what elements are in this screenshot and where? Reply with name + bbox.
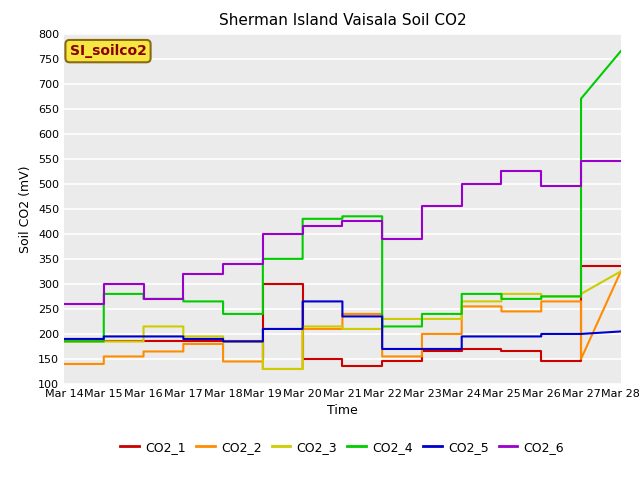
- Text: SI_soilco2: SI_soilco2: [70, 44, 147, 58]
- Legend: CO2_1, CO2_2, CO2_3, CO2_4, CO2_5, CO2_6: CO2_1, CO2_2, CO2_3, CO2_4, CO2_5, CO2_6: [115, 436, 570, 459]
- Y-axis label: Soil CO2 (mV): Soil CO2 (mV): [19, 165, 33, 252]
- X-axis label: Time: Time: [327, 405, 358, 418]
- Title: Sherman Island Vaisala Soil CO2: Sherman Island Vaisala Soil CO2: [219, 13, 466, 28]
